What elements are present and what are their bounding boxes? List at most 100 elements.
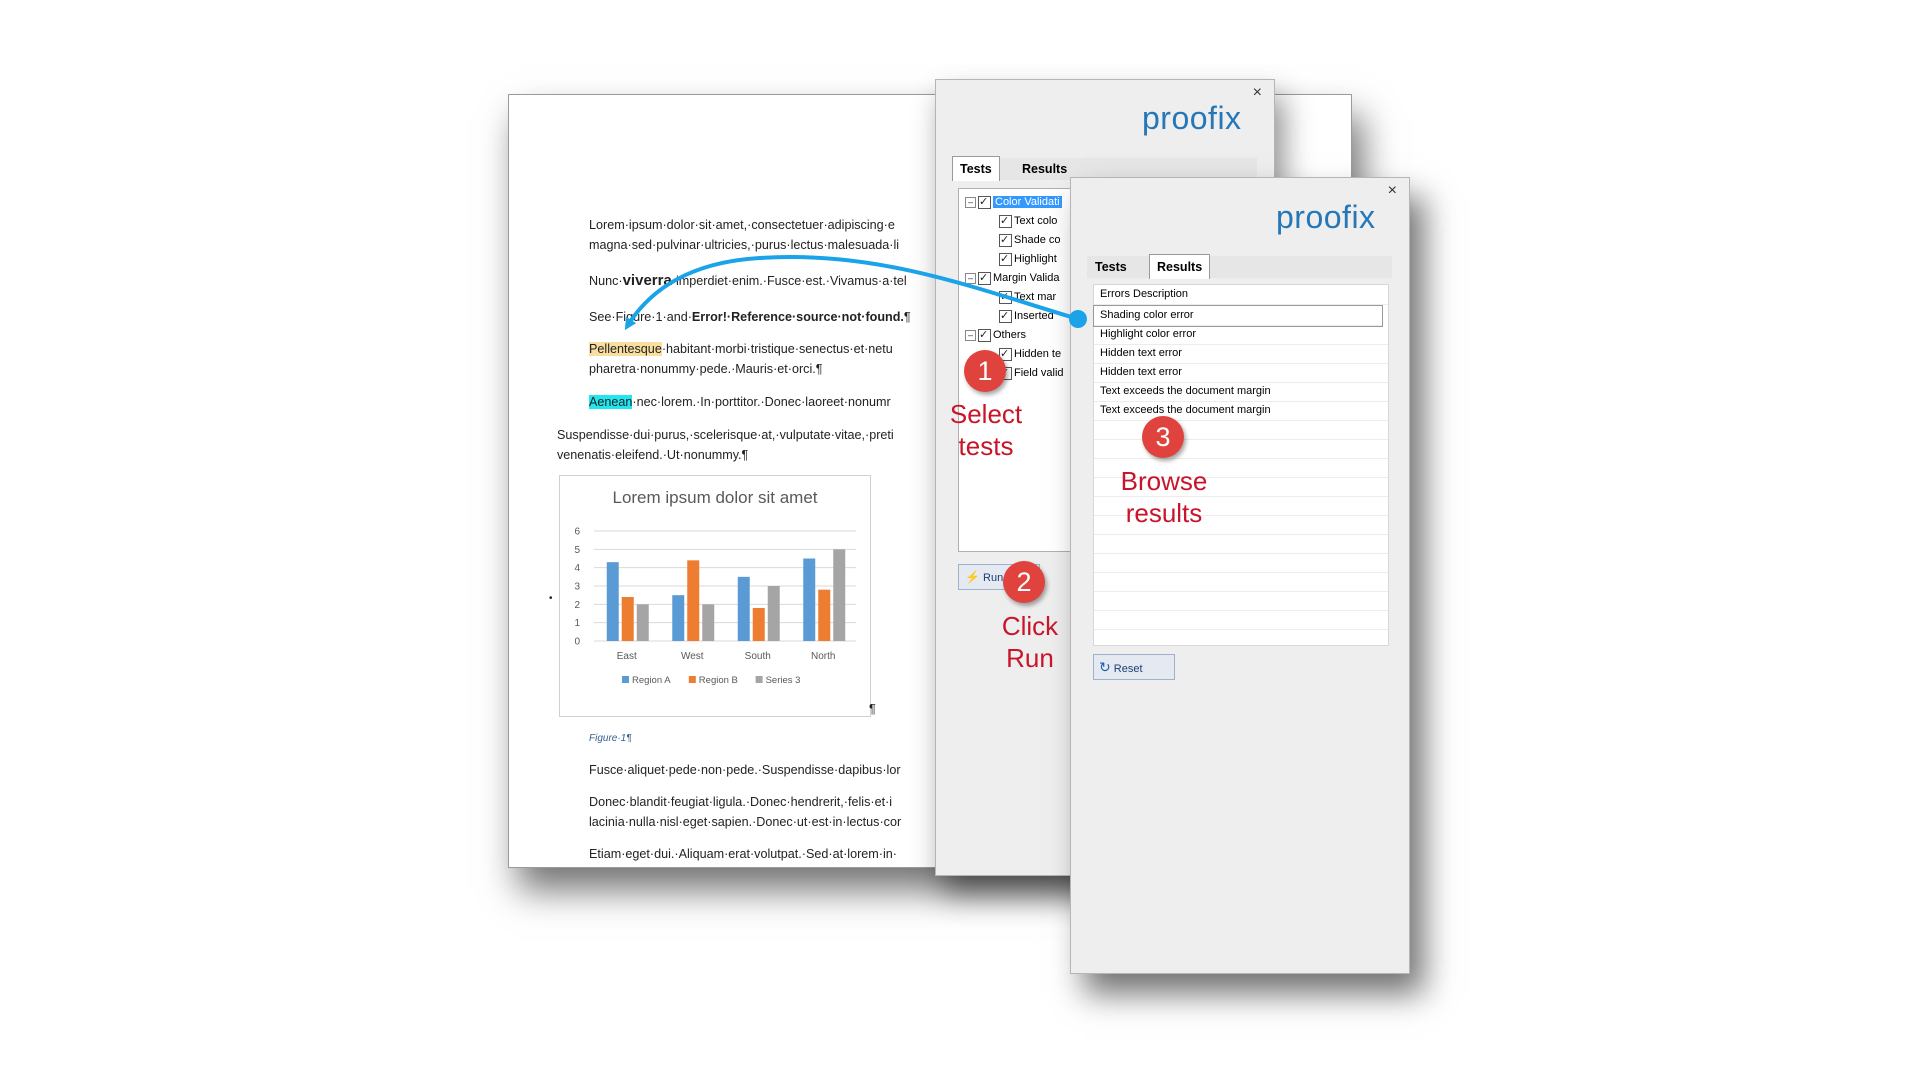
legend-swatch <box>688 676 696 683</box>
result-row[interactable]: Text exceeds the document margin <box>1094 382 1388 402</box>
collapse-icon[interactable]: – <box>965 272 976 284</box>
legend-label: Region B <box>699 675 738 686</box>
paragraph-3-pilcrow: ¶ <box>903 310 911 324</box>
tab-bar: Tests Results <box>952 156 1152 182</box>
tree-item-shade-color[interactable]: Shade co <box>999 231 1060 249</box>
paragraph-8-line-1: Donec·blandit·feugiat·ligula.·Donec·hend… <box>589 795 893 809</box>
tab-tests[interactable]: Tests <box>952 156 1000 181</box>
legend-label: Series 3 <box>766 675 801 686</box>
paragraph-6-line-2: venenatis·eleifend.·Ut·nonummy.¶ <box>557 448 749 462</box>
bar-region-a <box>606 562 619 641</box>
bar-region-a <box>672 595 685 641</box>
collapse-icon[interactable]: – <box>965 196 976 208</box>
paragraph-2-end: ·imperdiet·enim.·Fusce·est.·Vivamus·a·te… <box>671 274 907 288</box>
tab-results[interactable]: Results <box>1022 162 1068 176</box>
empty-row <box>1094 610 1388 630</box>
tree-item-text-color[interactable]: Text colo <box>999 212 1057 230</box>
chart-frame: Lorem ipsum dolor sit amet 0 1 2 3 4 5 6 East We… <box>559 475 871 717</box>
paragraph-1-line-1: Lorem·ipsum·dolor·sit·amet,·consectetuer… <box>589 218 895 232</box>
empty-row <box>1094 420 1388 440</box>
checkbox-checked-icon[interactable] <box>978 193 991 211</box>
arrow-path <box>624 255 1079 331</box>
bar-chart: 0 1 2 3 4 5 6 East West South North Region A Region … <box>574 527 856 686</box>
bar-region-b <box>752 608 765 641</box>
legend-swatch <box>755 676 763 683</box>
checkbox-checked-icon[interactable] <box>978 269 991 287</box>
tab-bar: Tests Results <box>1087 254 1287 280</box>
y-tick-label: 0 <box>574 637 580 648</box>
tree-item-label: Margin Valida <box>993 272 1060 284</box>
word-viverra: viverra <box>622 272 672 289</box>
paragraph-3-start: See·Figure·1·and· <box>589 310 692 324</box>
result-row[interactable]: Hidden text error <box>1094 363 1388 383</box>
bar-series-3 <box>636 604 649 641</box>
chart-title: Lorem ipsum dolor sit amet <box>612 488 818 507</box>
checkbox-checked-icon[interactable] <box>999 231 1012 249</box>
run-button-label: Run <box>983 572 1004 584</box>
legend-label: Region A <box>632 675 671 686</box>
step-2-label: Click Run <box>980 610 1080 674</box>
close-icon[interactable]: × <box>1252 84 1262 101</box>
proofix-logo: proofix <box>1276 199 1376 235</box>
empty-row <box>1094 458 1388 478</box>
checkbox-checked-icon[interactable] <box>978 326 991 344</box>
checkbox-checked-icon[interactable] <box>999 307 1012 325</box>
highlighted-word-pellentesque: Pellentesque <box>589 342 662 356</box>
results-list: Errors Description Shading color error H… <box>1093 284 1389 646</box>
step-2-label-line-2: Run <box>1006 643 1054 673</box>
step-1-label: Select tests <box>936 398 1036 462</box>
figure-caption: Figure·1¶ <box>589 733 632 744</box>
step-1-badge: 1 <box>964 350 1006 392</box>
tree-item-color-validation[interactable]: – Color Validati <box>965 193 1062 211</box>
tree-item-others[interactable]: – Others <box>965 326 1026 344</box>
tab-results[interactable]: Results <box>1149 254 1211 279</box>
tree-item-highlight[interactable]: Highlight <box>999 250 1057 268</box>
bar-region-a <box>737 576 750 641</box>
legend-swatch <box>622 676 629 683</box>
tree-item-label: Text mar <box>1014 291 1057 303</box>
paragraph-7: Fusce·aliquet·pede·non·pede.·Suspendisse… <box>589 763 901 777</box>
step-3-badge: 3 <box>1142 416 1184 458</box>
empty-row <box>1094 439 1388 459</box>
checkbox-checked-icon[interactable] <box>999 212 1012 230</box>
result-row[interactable]: Text exceeds the document margin <box>1094 401 1388 421</box>
tree-item-label: Shade co <box>1014 234 1061 246</box>
y-tick-label: 6 <box>574 527 580 538</box>
tree-item-margin-validation[interactable]: – Margin Valida <box>965 269 1059 287</box>
result-row[interactable]: Highlight color error <box>1094 325 1388 345</box>
x-tick-label: East <box>617 651 637 662</box>
y-tick-label: 3 <box>574 582 580 593</box>
result-row[interactable]: Shading color error <box>1093 305 1383 327</box>
lightning-icon: ⚡ <box>965 570 980 584</box>
result-row[interactable]: Hidden text error <box>1094 344 1388 364</box>
paragraph-6-line-1: Suspendisse·dui·purus,·scelerisque·at,·v… <box>557 428 894 442</box>
step-2-badge: 2 <box>1003 561 1045 603</box>
chart-pilcrow: ¶ <box>869 702 876 716</box>
bar-series-3 <box>833 549 846 641</box>
empty-row <box>1094 591 1388 611</box>
tree-item-inserted[interactable]: Inserted <box>999 307 1054 325</box>
tab-tests[interactable]: Tests <box>1095 260 1127 274</box>
step-1-label-line-1: Select <box>949 399 1023 429</box>
close-icon[interactable]: × <box>1387 182 1397 199</box>
tree-item-label: Others <box>993 329 1027 341</box>
paragraph-1-line-2: magna·sed·pulvinar·ultricies,·purus·lect… <box>589 238 900 252</box>
tree-item-hidden-text[interactable]: Hidden te <box>999 345 1061 363</box>
x-tick-label: South <box>745 651 771 662</box>
collapse-icon[interactable]: – <box>965 329 976 341</box>
step-2-label-line-1: Click <box>1001 611 1059 641</box>
bar-region-a <box>803 558 816 641</box>
paragraph-3: See·Figure·1·and·Error!·Reference·source… <box>589 307 911 327</box>
y-tick-label: 2 <box>574 600 580 611</box>
x-tick-label: West <box>681 651 704 662</box>
tree-item-label: Hidden te <box>1014 348 1062 360</box>
paragraph-4-line-1: Pellentesque·habitant·morbi·tristique·se… <box>589 339 893 359</box>
tree-item-label: Field valid <box>1014 367 1064 379</box>
bullet-mark: • <box>549 593 553 604</box>
paragraph-8-line-2: lacinia·nulla·nisl·eget·sapien.·Donec·ut… <box>589 815 902 829</box>
document-body: Lorem·ipsum·dolor·sit·amet,·consectetuer… <box>509 95 1351 867</box>
reset-button[interactable]: ↻ Reset <box>1093 654 1175 680</box>
checkbox-checked-icon[interactable] <box>999 345 1012 363</box>
checkbox-checked-icon[interactable] <box>999 250 1012 268</box>
empty-row <box>1094 572 1388 592</box>
